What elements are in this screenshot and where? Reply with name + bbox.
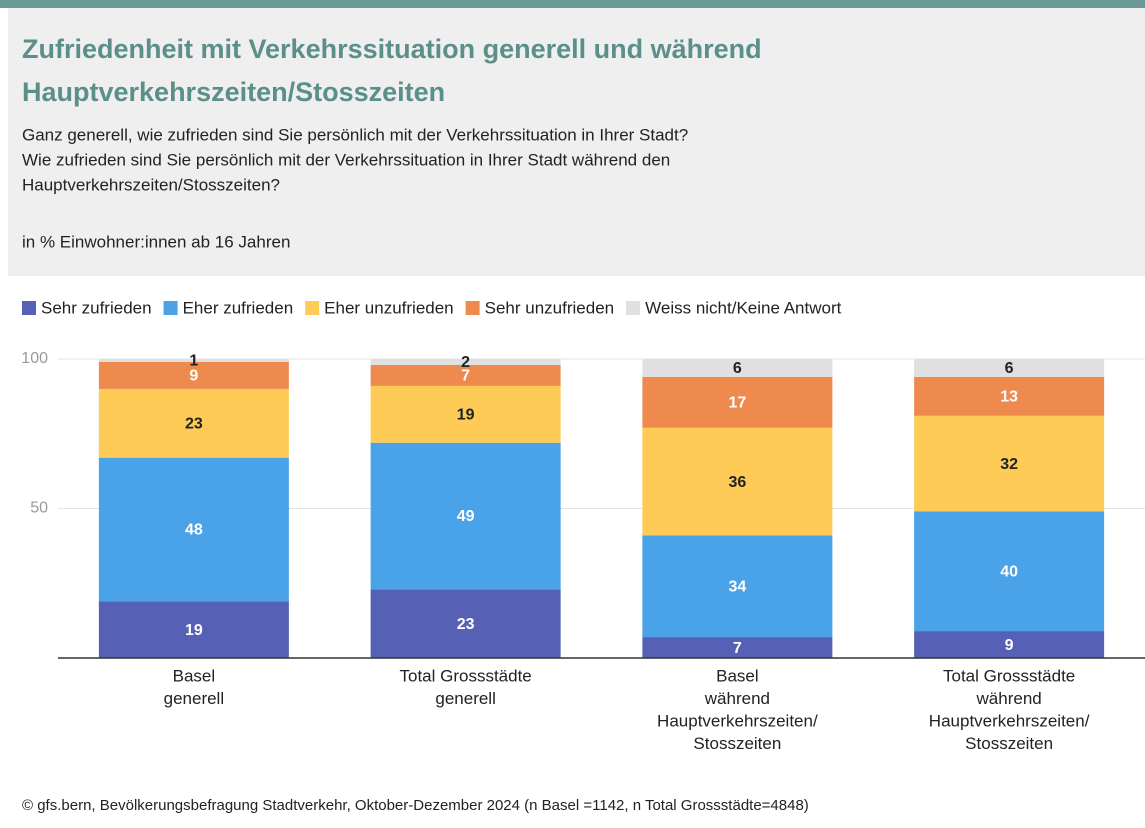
data-label: 6 [733, 360, 742, 377]
data-label: 1 [189, 353, 198, 370]
x-tick-label: während [704, 689, 770, 708]
source: © gfs.bern, Bevölkerungsbefragung Stadtv… [22, 797, 809, 814]
bar-segment [642, 376, 833, 428]
x-tick-label: Total Grossstädte [399, 666, 531, 685]
bar-segment [98, 361, 289, 389]
data-label: 2 [461, 354, 470, 371]
bar-segment [914, 415, 1105, 512]
bar-segment [914, 359, 1105, 377]
bar-segment [914, 376, 1105, 416]
bar-segment [370, 364, 561, 386]
data-label: 23 [457, 616, 475, 633]
chart-title: Zufriedenheit mit Verkehrssituation gene… [22, 34, 762, 64]
legend-label: Eher zufrieden [183, 298, 294, 317]
x-tick-label: Hauptverkehrszeiten/ [657, 711, 818, 730]
data-label: 36 [728, 474, 746, 491]
x-tick-label: generell [164, 689, 225, 708]
data-label: 32 [1000, 456, 1018, 473]
y-tick-label: 50 [30, 500, 48, 517]
data-label: 7 [733, 640, 742, 657]
x-tick-label: Hauptverkehrszeiten/ [929, 711, 1090, 730]
chart-title: Hauptverkehrszeiten/Stosszeiten [22, 77, 445, 107]
legend-label: Sehr unzufrieden [485, 298, 614, 317]
bar-segment [642, 359, 833, 377]
header-bg [8, 8, 1145, 276]
data-label: 23 [185, 416, 203, 433]
x-tick-label: Total Grossstädte [943, 666, 1075, 685]
data-label: 17 [728, 395, 746, 412]
top-bar [0, 0, 1145, 8]
x-tick-label: Stosszeiten [693, 734, 781, 753]
subtitle: Ganz generell, wie zufrieden sind Sie pe… [22, 125, 688, 144]
bar-segment [370, 589, 561, 658]
bar-segment [642, 427, 833, 536]
x-tick-label: Basel [716, 666, 759, 685]
bar-segment [98, 457, 289, 602]
data-label: 9 [189, 368, 198, 385]
x-tick-label: Stosszeiten [965, 734, 1053, 753]
x-tick-label: Basel [173, 666, 216, 685]
bar-segment [642, 535, 833, 638]
x-tick-label: generell [435, 689, 496, 708]
bar-segment [370, 359, 561, 365]
legend-swatch [626, 301, 641, 315]
data-label: 7 [461, 368, 470, 385]
bar-segment [370, 442, 561, 590]
data-label: 49 [457, 508, 475, 525]
legend-swatch [163, 301, 178, 315]
bar-segment [370, 385, 561, 443]
bar-segment [98, 388, 289, 458]
bar-segment [98, 359, 289, 362]
legend-swatch [305, 301, 320, 315]
bar-segment [914, 511, 1105, 632]
y-tick-label: 100 [21, 350, 48, 367]
legend-swatch [465, 301, 480, 315]
subtitle: Wie zufrieden sind Sie persönlich mit de… [22, 150, 670, 169]
data-label: 13 [1000, 389, 1018, 406]
legend-label: Weiss nicht/Keine Antwort [645, 298, 841, 317]
legend-label: Eher unzufrieden [324, 298, 453, 317]
unit-note: in % Einwohner:innen ab 16 Jahren [22, 232, 290, 251]
subtitle: Hauptverkehrszeiten/Stosszeiten? [22, 175, 280, 194]
bar-segment [642, 637, 833, 658]
bar-segment [98, 601, 289, 658]
x-tick-label: während [976, 689, 1042, 708]
data-label: 9 [1005, 637, 1014, 654]
data-label: 48 [185, 522, 203, 539]
data-label: 19 [457, 407, 475, 424]
data-label: 6 [1005, 360, 1014, 377]
data-label: 40 [1000, 564, 1018, 581]
bar-segment [914, 631, 1105, 658]
data-label: 34 [728, 578, 746, 595]
legend-swatch [22, 301, 36, 315]
data-label: 19 [185, 622, 203, 639]
legend-label: Sehr zufrieden [41, 298, 152, 317]
